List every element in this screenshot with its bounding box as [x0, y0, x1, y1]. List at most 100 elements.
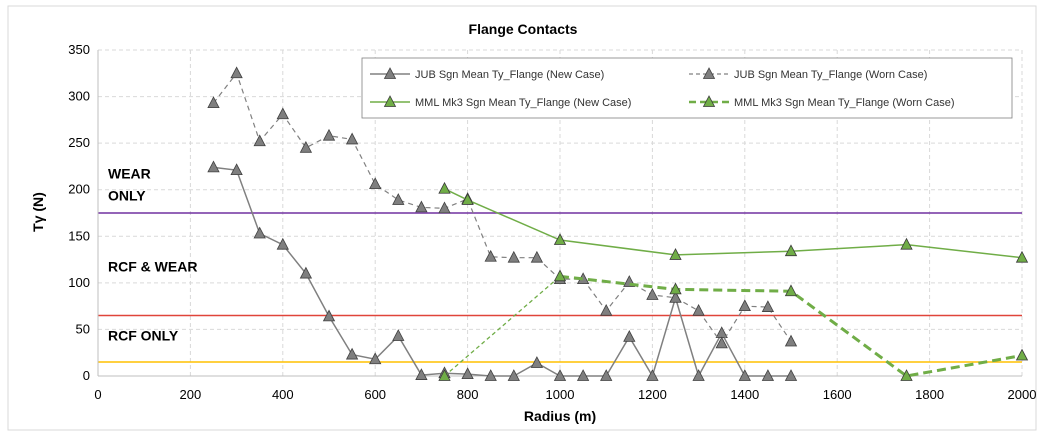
- data-point: [299, 266, 313, 279]
- data-point: [207, 96, 220, 108]
- data-point: [253, 226, 266, 239]
- data-point: [692, 303, 705, 316]
- data-point: [900, 369, 913, 381]
- data-point: [415, 200, 428, 213]
- series-line: [213, 72, 792, 345]
- series-line: [213, 166, 791, 378]
- y-tick-label: 0: [83, 368, 90, 383]
- data-point: [553, 369, 567, 381]
- data-point: [600, 369, 613, 381]
- zone-label: WEAR: [108, 166, 151, 182]
- data-point: [392, 329, 405, 341]
- data-point: [669, 290, 682, 303]
- data-point: [438, 181, 451, 194]
- y-tick-label: 100: [68, 275, 90, 290]
- legend-marker: [702, 95, 716, 107]
- data-point: [322, 309, 336, 322]
- data-point: [369, 177, 382, 190]
- legend-label: JUB Sgn Mean Ty_Flange (New Case): [415, 69, 604, 81]
- y-tick-label: 250: [68, 135, 90, 150]
- data-point: [553, 269, 567, 282]
- data-point: [253, 134, 266, 147]
- data-point: [438, 201, 451, 214]
- data-point: [646, 369, 659, 381]
- zone-label: RCF ONLY: [108, 328, 179, 344]
- series-3: [438, 181, 1029, 263]
- x-tick-label: 0: [94, 387, 101, 402]
- data-point: [715, 336, 728, 349]
- data-point: [461, 193, 474, 205]
- y-tick-label: 350: [68, 42, 90, 57]
- axes: 0 50 100 150 200 250 300 350 0 200 400 600 800 1000 12…: [68, 42, 1036, 402]
- y-tick-label: 200: [68, 182, 90, 197]
- data-point: [623, 330, 636, 342]
- data-point: [461, 367, 474, 380]
- data-point: [784, 369, 798, 381]
- data-point: [530, 250, 544, 263]
- y-tick-label: 150: [68, 228, 90, 243]
- zone-label: RCF & WEAR: [108, 259, 197, 275]
- x-tick-label: 2000: [1008, 387, 1037, 402]
- series-4: [438, 269, 1029, 381]
- series-line: [444, 275, 561, 377]
- data-point: [553, 233, 567, 245]
- data-point: [507, 250, 520, 263]
- data-point: [299, 140, 313, 153]
- legend-box: [361, 57, 1013, 119]
- data-point: [230, 66, 243, 79]
- x-tick-label: 1200: [638, 387, 667, 402]
- data-point: [600, 303, 613, 316]
- data-point: [1015, 250, 1029, 263]
- y-tick-label: 300: [68, 89, 90, 104]
- data-point: [761, 369, 775, 381]
- legend: JUB Sgn Mean Ty_Flange (New Case) JUB Sgn…: [361, 57, 1013, 119]
- data-point: [507, 369, 520, 381]
- x-tick-label: 1400: [730, 387, 759, 402]
- legend-marker: [383, 95, 397, 107]
- data-point: [484, 369, 497, 381]
- x-tick-label: 1000: [546, 387, 575, 402]
- data-point: [530, 356, 544, 368]
- data-point: [415, 368, 428, 380]
- data-point: [738, 299, 751, 312]
- legend-label: MML Mk3 Sgn Mean Ty_Flange (Worn Case): [734, 97, 955, 109]
- data-point: [784, 244, 798, 257]
- data-point: [738, 369, 751, 381]
- x-tick-label: 600: [364, 387, 386, 402]
- legend-label: MML Mk3 Sgn Mean Ty_Flange (New Case): [415, 97, 631, 109]
- x-tick-label: 200: [180, 387, 202, 402]
- data-point: [784, 284, 798, 297]
- legend-marker: [702, 67, 716, 79]
- data-point: [369, 352, 382, 365]
- data-point: [646, 288, 659, 300]
- data-point: [576, 369, 590, 381]
- series-2: [207, 66, 798, 349]
- legend-label: JUB Sgn Mean Ty_Flange (Worn Case): [734, 69, 927, 81]
- data-point: [900, 237, 913, 250]
- data-point: [484, 249, 497, 262]
- chart-title: Flange Contacts: [469, 21, 578, 37]
- x-axis-title: Radius (m): [524, 408, 596, 424]
- data-point: [276, 107, 289, 120]
- zone-labels: WEAR ONLY RCF & WEAR RCF ONLY: [108, 166, 197, 344]
- data-point: [345, 132, 359, 145]
- data-point: [669, 248, 682, 260]
- data-point: [692, 369, 705, 381]
- zone-label: ONLY: [108, 188, 146, 204]
- data-point: [276, 237, 289, 250]
- x-tick-label: 400: [272, 387, 294, 402]
- x-tick-label: 1800: [915, 387, 944, 402]
- data-point: [438, 369, 451, 381]
- data-point: [345, 347, 359, 360]
- data-point: [392, 193, 405, 205]
- x-tick-label: 1600: [823, 387, 852, 402]
- data-point: [207, 160, 220, 173]
- data-point: [761, 300, 775, 312]
- data-point: [669, 282, 682, 295]
- data-point: [230, 163, 243, 176]
- data-point: [784, 334, 798, 347]
- x-tick-label: 800: [457, 387, 479, 402]
- data-point: [1015, 348, 1029, 361]
